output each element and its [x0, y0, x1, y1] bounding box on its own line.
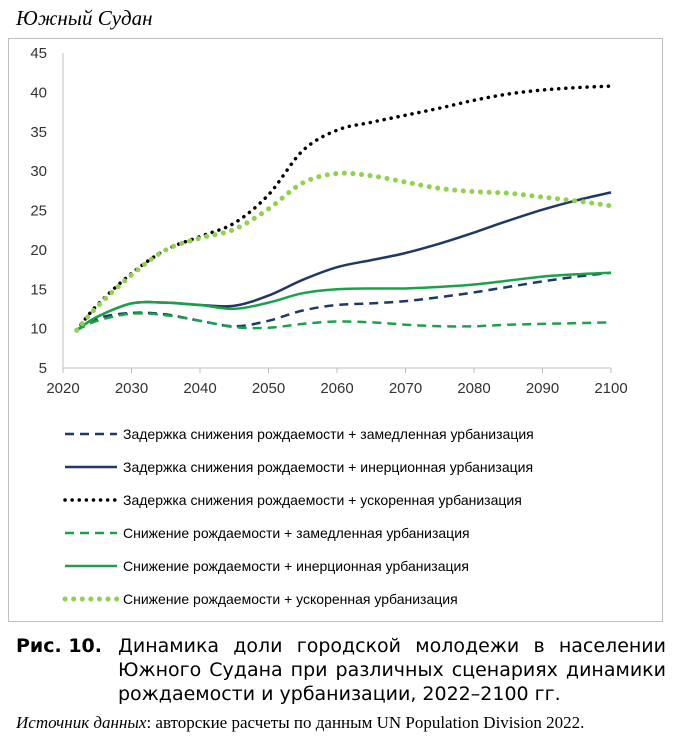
y-tick-label: 45	[30, 45, 47, 62]
x-tick-label: 2040	[183, 380, 216, 397]
legend-label-1: Задержка снижения рождаемости + замедлен…	[123, 426, 534, 442]
x-tick-label: 2030	[115, 380, 148, 397]
y-tick-label: 20	[30, 242, 47, 259]
y-tick-label: 30	[30, 163, 47, 180]
source-text: : авторские расчеты по данным UN Populat…	[146, 713, 585, 732]
source-note: Источник данных: авторские расчеты по да…	[16, 713, 584, 733]
y-tick-label: 40	[30, 84, 47, 101]
series-line-2	[76, 191, 612, 332]
chart-title: Южный Судан	[16, 6, 153, 30]
y-tick-label: 15	[30, 281, 47, 298]
series-line-6	[74, 170, 614, 333]
legend-label-6: Снижение рождаемости + ускоренная урбани…	[123, 591, 458, 607]
y-tick-label: 35	[30, 124, 47, 141]
caption-label: Рис. 10.	[16, 635, 102, 657]
x-tick-label: 2020	[46, 380, 79, 397]
legend-label-3: Задержка снижения рождаемости + ускоренн…	[123, 492, 522, 508]
line-chart: 5 10 15 20 25 30 35 40 45 2020 2030 2040 2050 2060 207…	[30, 45, 627, 607]
series-line-3	[74, 84, 613, 332]
legend-label-4: Снижение рождаемости + замедленная урбан…	[123, 525, 470, 541]
x-tick-label: 2100	[594, 380, 627, 397]
legend-label-2: Задержка снижения рождаемости + инерцион…	[123, 459, 533, 475]
chart-frame	[8, 38, 663, 622]
x-tick-label: 2050	[252, 380, 285, 397]
series-line-5	[76, 271, 612, 332]
x-tick-label: 2070	[389, 380, 422, 397]
x-tick-label: 2060	[320, 380, 353, 397]
x-tick-label: 2090	[526, 380, 559, 397]
source-label: Источник данных	[16, 713, 147, 732]
series-line-4	[76, 312, 612, 332]
y-tick-label: 25	[30, 203, 47, 220]
legend-label-5: Снижение рождаемости + инерционная урбан…	[123, 558, 469, 574]
figure-caption: Рис. 10. Динамика доли городской молодеж…	[16, 634, 666, 706]
y-tick-label: 10	[30, 321, 47, 338]
y-tick-label: 5	[39, 360, 47, 377]
x-tick-label: 2080	[457, 380, 490, 397]
caption-text: Динамика доли городской молодежи в насел…	[118, 635, 666, 705]
